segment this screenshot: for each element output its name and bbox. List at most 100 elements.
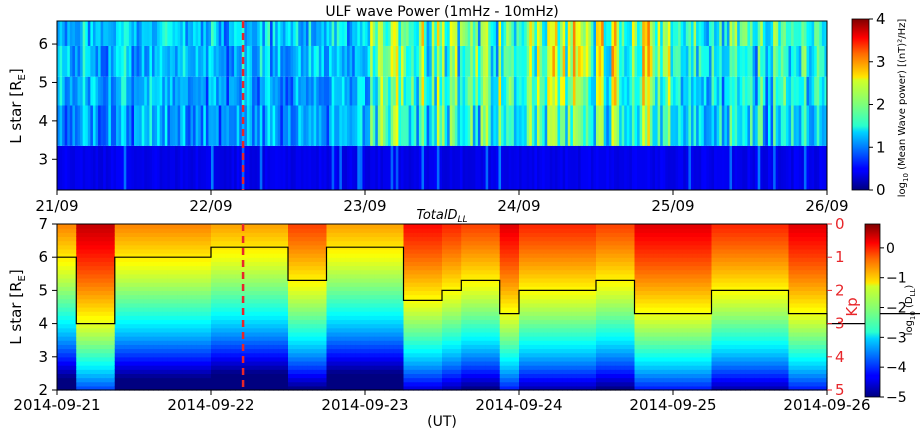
dll-cell (355, 377, 361, 383)
dll-cell (230, 319, 236, 325)
ulf-cell (750, 145, 754, 190)
ulf-cell (334, 21, 338, 46)
dll-cell (85, 348, 92, 354)
ulf-cell (223, 105, 227, 146)
dll-cell (417, 257, 424, 262)
dll-cell (138, 265, 145, 271)
dll-cell (153, 269, 159, 275)
dll-cell (461, 336, 467, 341)
ulf-cell (264, 76, 268, 106)
dll-cell (403, 273, 409, 279)
dll-cell (196, 360, 202, 366)
dll-cell (66, 356, 73, 362)
ulf-cell (400, 21, 404, 46)
ulf-cell (416, 105, 420, 146)
dll-cell (85, 273, 92, 279)
ulf-cell (344, 145, 348, 190)
dll-cell (389, 377, 395, 383)
ulf-cell (629, 105, 633, 146)
dll-cell (427, 232, 433, 238)
dll-cell (235, 385, 241, 391)
dll-cell (345, 348, 352, 354)
dll-cell (466, 265, 472, 271)
dll-cell (167, 253, 174, 258)
ulf-cell (113, 145, 117, 190)
dll-cell (437, 381, 443, 387)
panel1-title: ULF wave Power (1mHz - 10mHz) (325, 4, 558, 20)
dll-cell (292, 319, 299, 325)
dll-cell (61, 360, 68, 366)
dll-cell (437, 315, 443, 321)
dll-cell (369, 344, 376, 350)
dll-cell (138, 294, 145, 300)
dll-cell (413, 319, 419, 325)
dll-cell (76, 331, 82, 337)
dll-cell (153, 369, 159, 374)
dll-cell (76, 360, 82, 366)
dll-cell (220, 269, 227, 275)
ulf-cell (483, 76, 487, 106)
dll-cell (186, 253, 193, 258)
dll-cell (109, 315, 116, 321)
ulf-cell (716, 145, 720, 190)
ulf-cell (793, 145, 797, 190)
ulf-cell (601, 105, 605, 146)
dll-cell (345, 377, 352, 383)
dll-cell (389, 348, 395, 354)
ulf-cell (316, 76, 320, 106)
dll-cell (244, 377, 251, 383)
dll-cell (422, 315, 429, 321)
dll-cell (350, 319, 356, 325)
dll-cell (76, 365, 82, 370)
dll-cell (374, 377, 381, 383)
ulf-cell (390, 76, 394, 106)
dll-cell (220, 352, 227, 358)
dll-cell (413, 286, 419, 291)
ulf-cell (92, 45, 96, 77)
dll-cell (249, 277, 255, 283)
dll-cell (105, 311, 111, 316)
dll-cell (263, 377, 270, 383)
dll-cell (283, 290, 289, 296)
ulf-cell (680, 21, 684, 46)
ulf-cell (552, 145, 556, 190)
dll-cell (437, 273, 443, 279)
ulf-cell (293, 76, 297, 106)
dll-cell (384, 294, 390, 300)
dll-cell (413, 269, 419, 275)
dll-cell (355, 311, 361, 316)
dll-cell (442, 269, 448, 275)
dll-cell (278, 369, 284, 374)
dll-cell (158, 228, 164, 233)
dll-cell (278, 236, 284, 242)
ulf-cell (647, 21, 651, 46)
ulf-cell (185, 145, 189, 190)
ulf-cell (98, 145, 102, 190)
dll-cell (413, 348, 419, 354)
dll-cell (268, 240, 275, 246)
dll-cell (432, 282, 438, 287)
ulf-cell (662, 21, 666, 46)
dll-cell (389, 356, 395, 362)
dll-cell (259, 261, 265, 267)
ulf-cell (442, 21, 446, 46)
dll-cell (182, 319, 188, 325)
dll-cell (350, 294, 356, 300)
dll-cell (340, 377, 347, 383)
dll-cell (254, 323, 260, 329)
ulf-cell (572, 105, 576, 146)
ulf-cell (593, 105, 597, 146)
ulf-cell (683, 76, 687, 106)
dll-cell (302, 336, 308, 341)
dll-cell (427, 385, 433, 391)
dll-cell (360, 302, 366, 308)
dll-cell (350, 352, 356, 358)
dll-cell (268, 265, 275, 271)
dll-cell (244, 356, 251, 362)
dll-cell (143, 269, 150, 275)
ulf-cell (744, 45, 748, 77)
ulf-cell (295, 21, 299, 46)
dll-cell (446, 323, 453, 329)
dll-cell (177, 290, 183, 296)
dll-cell (129, 290, 135, 296)
